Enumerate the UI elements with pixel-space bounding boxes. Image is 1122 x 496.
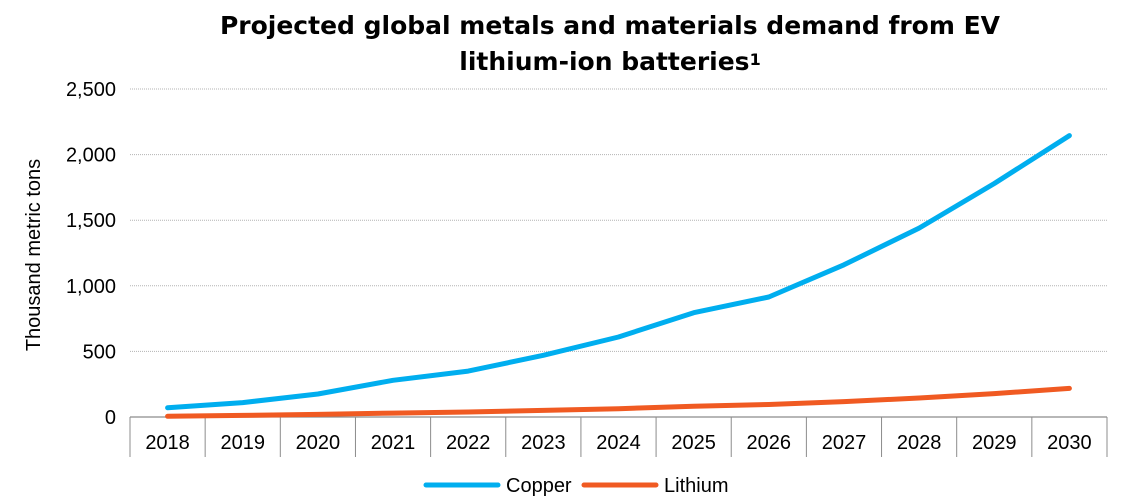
series-line-lithium (165, 385, 1072, 419)
y-axis-ticks: 0 500 1,000 1,500 2,000 2,500 (66, 79, 116, 429)
y-tick-label-0: 0 (105, 407, 116, 429)
legend: Copper Lithium (423, 475, 728, 496)
x-tick-label-2028: 2028 (897, 432, 942, 454)
x-tick-label-2024: 2024 (596, 432, 641, 454)
x-tick-label-2018: 2018 (145, 432, 190, 454)
x-tick-label-2030: 2030 (1047, 432, 1092, 454)
y-axis-label: Thousand metric tons (23, 159, 45, 351)
y-tick-label-2000: 2,000 (66, 145, 116, 167)
legend-label-lithium: Lithium (664, 475, 728, 496)
x-tick-label-2025: 2025 (671, 432, 716, 454)
x-tick-label-2023: 2023 (521, 432, 566, 454)
x-tick-label-2026: 2026 (747, 432, 792, 454)
x-axis-ticks: 2018 2019 2020 2021 2022 2023 2024 2025 2026 2027… (145, 432, 1091, 454)
y-tick-label-1000: 1,000 (66, 276, 116, 298)
chart-title: Projected global metals and materials de… (160, 8, 1060, 80)
x-tick-label-2022: 2022 (446, 432, 491, 454)
gridlines (130, 88, 1107, 352)
x-tick-label-2019: 2019 (220, 432, 265, 454)
y-tick-label-2500: 2,500 (66, 79, 116, 101)
x-tick-label-2020: 2020 (296, 432, 341, 454)
series-line-copper (165, 133, 1072, 411)
x-tick-label-2027: 2027 (822, 432, 867, 454)
chart-title-footnote: 1 (749, 50, 761, 69)
x-tick-label-2029: 2029 (972, 432, 1017, 454)
y-tick-label-500: 500 (83, 341, 116, 363)
series-lines (165, 133, 1072, 419)
y-tick-label-1500: 1,500 (66, 210, 116, 232)
chart-title-line1: Projected global metals and materials de… (219, 11, 1001, 40)
x-tick-label-2021: 2021 (371, 432, 416, 454)
chart-title-line2: lithium-ion batteries (459, 47, 750, 76)
legend-label-copper: Copper (506, 475, 572, 496)
